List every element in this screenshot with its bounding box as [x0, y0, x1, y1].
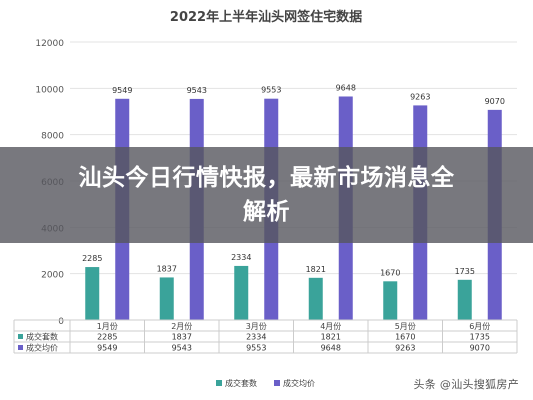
y-tick-label: 2000: [41, 271, 64, 281]
data-label: 9549: [112, 86, 132, 95]
chart-title: 2022年上半年汕头网签住宅数据: [170, 9, 362, 25]
data-label: 1837: [157, 264, 177, 273]
table-category-label: 4月份: [320, 321, 341, 331]
legend-swatch: [274, 380, 280, 386]
bar-deals: [234, 265, 249, 320]
table-category-label: 2月份: [171, 321, 192, 331]
table-category-label: 5月份: [395, 321, 416, 331]
table-cell: 9549: [97, 344, 117, 353]
y-tick-label: 0: [58, 317, 64, 327]
data-label: 9648: [336, 83, 356, 92]
table-cell: 1837: [172, 333, 192, 342]
data-label: 9543: [187, 86, 207, 95]
table-cell: 1821: [321, 333, 341, 342]
y-tick-label: 8000: [41, 132, 64, 142]
table-cell: 9543: [172, 344, 192, 353]
table-cell: 2334: [246, 333, 266, 342]
table-category-label: 6月份: [469, 321, 490, 331]
table-series-label: 成交均价: [26, 343, 58, 353]
table-cell: 9263: [395, 344, 415, 353]
bar-deals: [457, 279, 472, 320]
headline-text: 汕头今日行情快报，最新市场消息全解析: [78, 165, 455, 225]
legend-label: 成交套数: [225, 378, 257, 388]
table-cell: 1670: [395, 333, 415, 342]
bar-deals: [308, 277, 323, 320]
headline-banner: 汕头今日行情快报，最新市场消息全解析: [0, 147, 533, 243]
data-label: 2285: [82, 254, 102, 263]
bar-deals: [383, 281, 398, 320]
data-label: 9553: [261, 86, 281, 95]
data-label: 2334: [231, 253, 251, 262]
legend: 成交套数 成交均价: [216, 378, 315, 388]
table-cell: 9648: [321, 344, 341, 353]
legend-label: 成交均价: [283, 378, 315, 388]
table-series-swatch: [18, 345, 23, 350]
data-label: 9070: [485, 97, 505, 106]
y-tick-label: 12000: [35, 39, 64, 49]
table-series-label: 成交套数: [26, 332, 58, 342]
table-cell: 9553: [246, 344, 266, 353]
table-cell: 9070: [470, 344, 490, 353]
table-series-swatch: [18, 334, 23, 339]
bar-deals: [159, 277, 174, 320]
table-category-label: 1月份: [97, 321, 118, 331]
data-labels: 2285 9549 1837 9543 2334 9553 1821 9648 1670 9263…: [82, 83, 505, 277]
data-label: 1670: [380, 268, 400, 277]
table-category-label: 3月份: [246, 321, 267, 331]
bar-deals: [85, 267, 100, 320]
y-tick-label: 10000: [35, 85, 64, 95]
legend-swatch: [216, 380, 222, 386]
data-label: 1735: [455, 267, 475, 276]
table-cell: 1735: [470, 333, 490, 342]
data-label: 9263: [410, 92, 430, 101]
table-cell: 2285: [97, 333, 117, 342]
data-label: 1821: [306, 265, 326, 274]
watermark-text: 头条 @汕头搜狐房产: [413, 378, 519, 391]
